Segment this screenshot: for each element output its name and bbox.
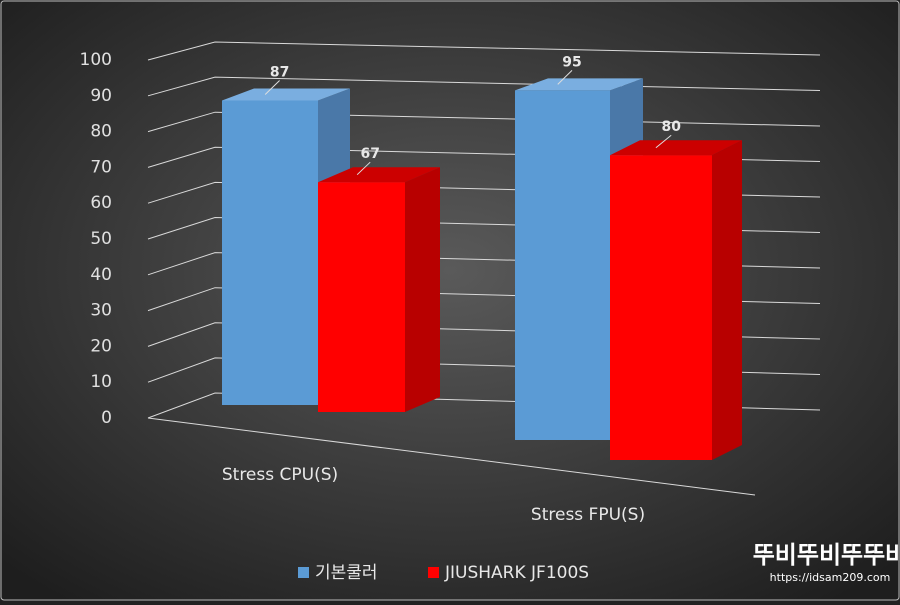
y-tick-label: 0 xyxy=(101,408,112,428)
bar xyxy=(610,155,712,460)
bar xyxy=(222,100,318,405)
y-tick-label: 40 xyxy=(90,265,112,285)
x-tick-label: Stress CPU(S) xyxy=(222,465,338,485)
x-tick-label: Stress FPU(S) xyxy=(531,505,645,525)
y-tick-label: 60 xyxy=(90,193,112,213)
legend-swatch xyxy=(428,567,439,578)
value-label: 87 xyxy=(270,65,289,81)
bar-top xyxy=(318,167,440,183)
value-label: 80 xyxy=(661,119,681,135)
leader-line xyxy=(655,134,672,149)
y-tick-label: 20 xyxy=(90,336,112,356)
watermark-title: 뚜비뚜비뚜뚜바 xyxy=(753,541,900,569)
bar-top xyxy=(610,140,742,156)
value-label: 67 xyxy=(360,146,379,162)
legend-label: JIUSHARK JF100S xyxy=(444,563,589,583)
bar-group xyxy=(610,140,742,460)
leader-line xyxy=(557,70,573,85)
bar xyxy=(318,182,405,412)
y-tick-label: 90 xyxy=(90,86,112,106)
leader-line xyxy=(264,80,280,95)
bar-side xyxy=(712,140,742,460)
y-tick-label: 70 xyxy=(90,157,112,177)
watermark-url: https://idsam209.com xyxy=(770,571,891,584)
y-tick-label: 10 xyxy=(90,372,112,392)
y-tick-label: 80 xyxy=(90,122,112,142)
y-tick-label: 50 xyxy=(90,229,112,249)
bar xyxy=(515,90,610,441)
bar-group xyxy=(318,167,440,412)
legend-label: 기본쿨러 xyxy=(315,563,378,583)
y-tick-label: 30 xyxy=(90,301,112,321)
leader-line xyxy=(356,161,371,176)
value-label: 95 xyxy=(562,54,581,70)
bar-top xyxy=(222,88,350,101)
floor-edge xyxy=(147,417,756,496)
y-tick-label: 100 xyxy=(80,50,112,70)
legend-swatch xyxy=(298,567,309,578)
bar-side xyxy=(405,167,440,412)
bar-top xyxy=(515,78,643,91)
grid-line xyxy=(147,41,821,61)
